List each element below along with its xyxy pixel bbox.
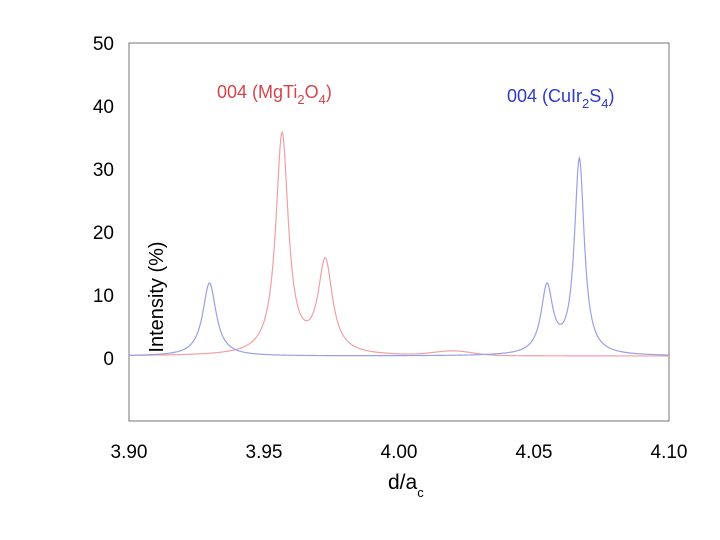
x-tick-label: 4.10 (651, 442, 688, 463)
x-tick-label: 4.05 (516, 442, 553, 463)
x-tick-label: 3.90 (111, 442, 148, 463)
y-tick-label: 0 (103, 349, 114, 370)
y-tick-label: 30 (93, 160, 114, 181)
y-tick-label: 40 (93, 97, 114, 118)
x-tick-label: 3.95 (246, 442, 283, 463)
x-axis-label: d/ac (388, 471, 424, 500)
series-line-blue (128, 155, 670, 357)
annotation-red-peak: 004 (MgTi2O4) (217, 82, 332, 107)
series-line-red (128, 130, 669, 357)
y-axis-label: Intensity (%) (146, 241, 168, 352)
annotation-blue-peak: 004 (CuIr2S4) (507, 86, 615, 111)
plot-frame (128, 42, 670, 422)
series-lines (128, 130, 670, 357)
y-tick-label: 50 (93, 34, 114, 55)
y-tick-label: 20 (93, 223, 114, 244)
y-tick-label: 10 (93, 286, 114, 307)
x-axis-ticks: 3.90 3.95 4.00 4.05 4.10 (111, 442, 688, 463)
x-tick-label: 4.00 (381, 442, 418, 463)
y-axis-ticks: 50 40 30 20 10 0 (93, 34, 114, 370)
